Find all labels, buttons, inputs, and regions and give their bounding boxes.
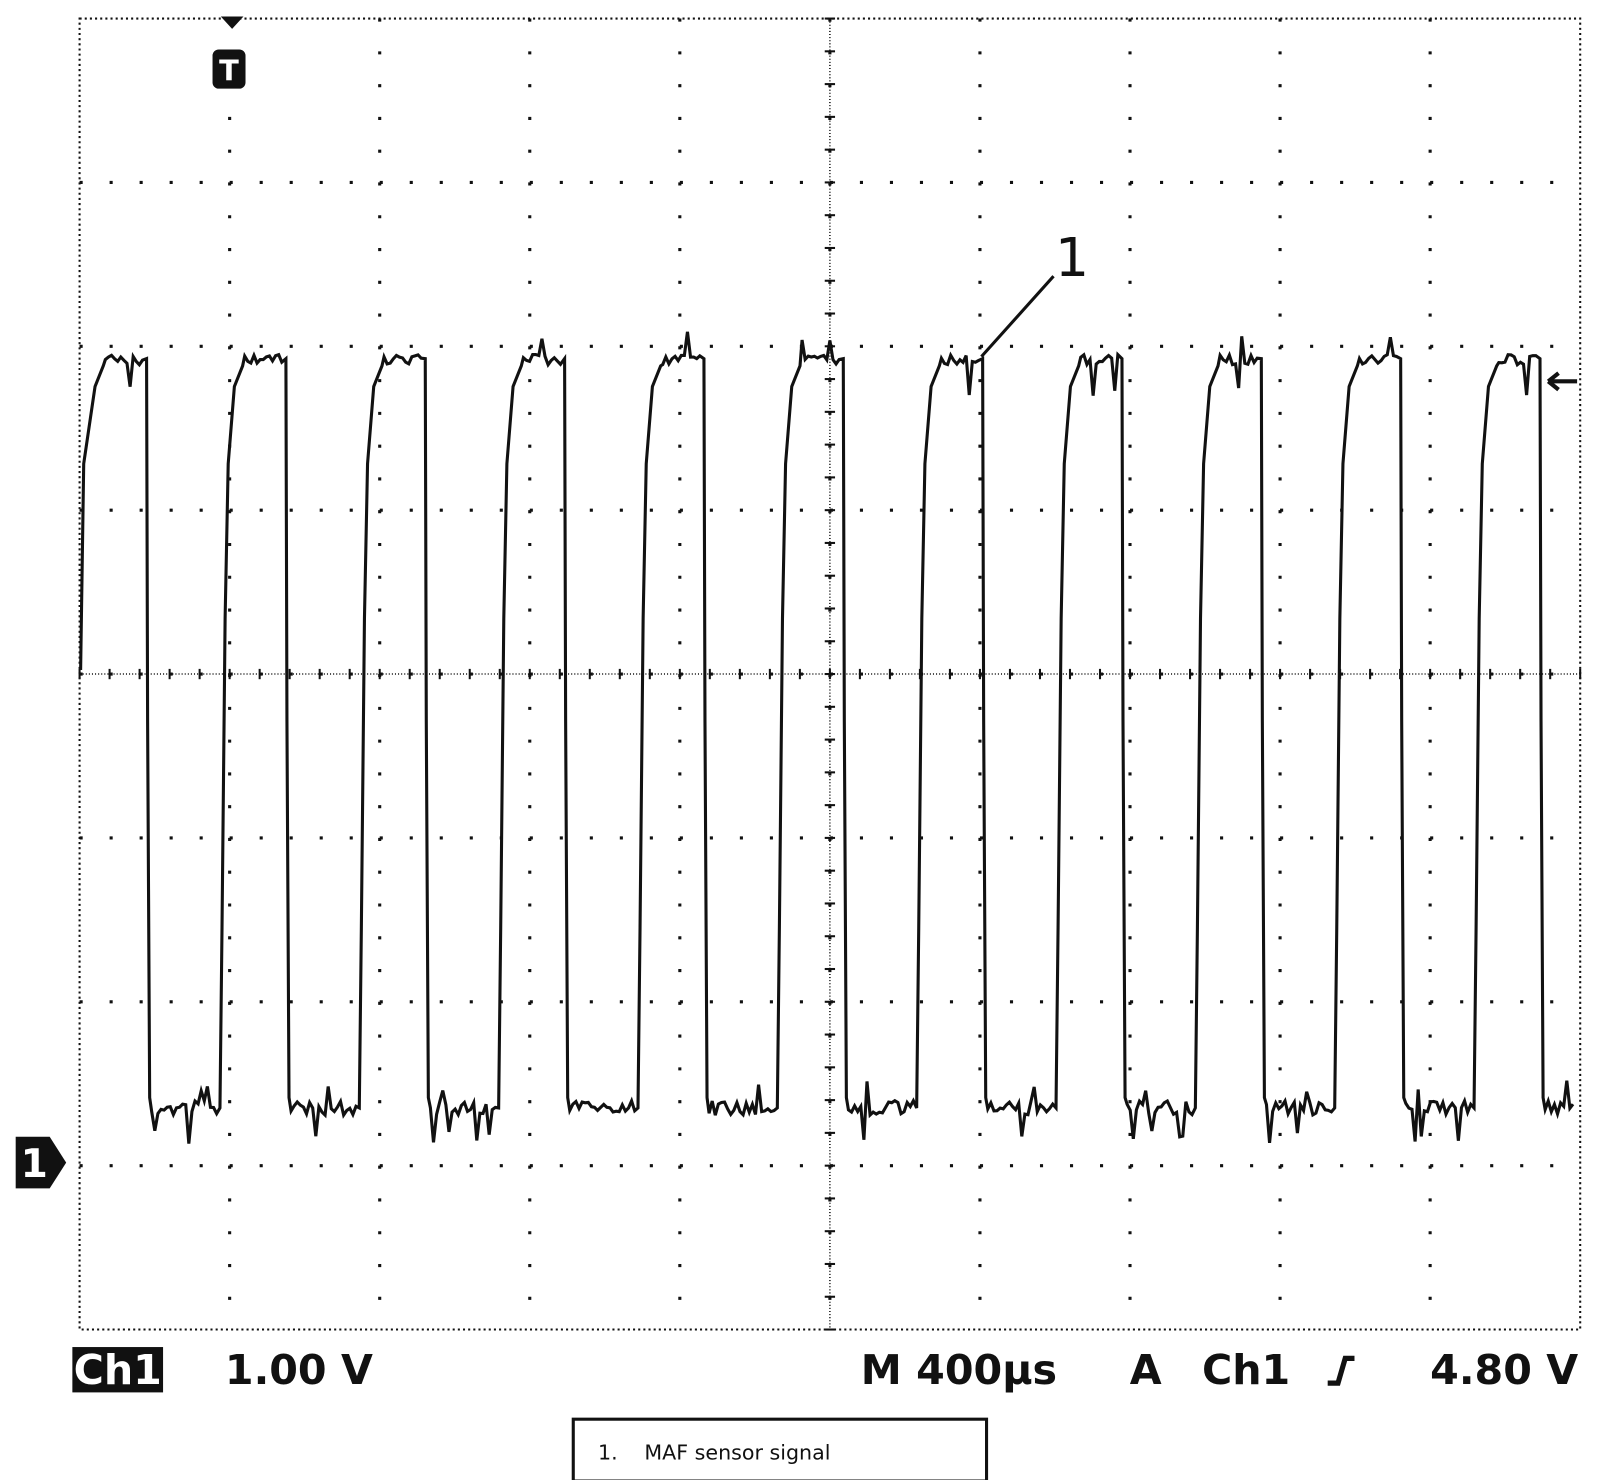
channel-marker-box [15,1136,67,1189]
legend-number: 1. [598,1440,618,1464]
trigger-level: 4.80 V [1430,1346,1578,1394]
legend-box [571,1417,989,1480]
trigger-marker-box [212,49,246,89]
trigger-marker: T [219,53,239,87]
annotation-label: 1 [1055,226,1089,289]
trigger-level-arrow [1546,371,1578,392]
trigger-pointer [220,16,244,29]
channel-label: Ch1 [74,1346,162,1394]
trigger-slope-icon [1327,1355,1355,1386]
trigger-source: Ch1 [1202,1346,1290,1394]
trigger-mode: A [1130,1346,1162,1394]
channel-marker: 1 [21,1142,48,1187]
timebase: M 400µs [861,1346,1057,1394]
annotation-leader [980,275,1055,358]
legend-label: MAF sensor signal [644,1440,830,1464]
channel-badge [72,1347,164,1393]
volts-per-div: 1.00 V [225,1346,373,1394]
waveform [79,331,1575,1144]
